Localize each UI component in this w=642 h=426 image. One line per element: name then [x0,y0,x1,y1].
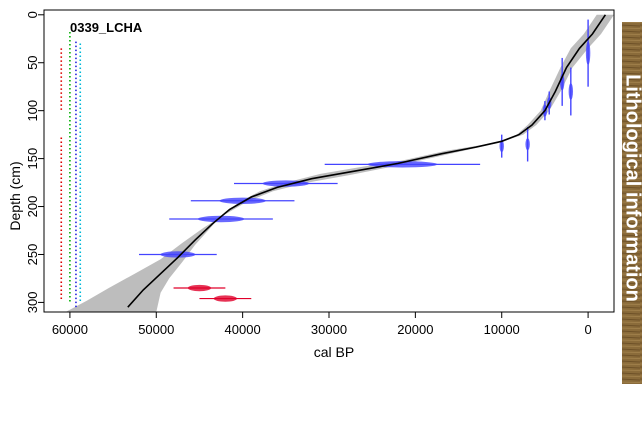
x-tick-label: 40000 [225,322,261,337]
date-probability-shape [568,83,574,100]
plot-title: 0339_LCHA [70,20,143,35]
x-tick-label: 50000 [138,322,174,337]
x-tick-label: 60000 [52,322,88,337]
x-tick-label: 30000 [311,322,347,337]
x-tick-label: 20000 [397,322,433,337]
y-tick-label: 50 [25,55,40,69]
age-range-envelope [65,14,615,313]
lithology-panel-label: Lithological information [622,74,642,302]
x-axis-label: cal BP [314,344,354,360]
date-probability-shape [160,251,196,258]
y-axis-label: Depth (cm) [7,161,23,230]
date-probability-shape [197,215,245,223]
date-probability-shape [213,295,238,302]
plot-frame [43,9,615,313]
x-tick-label: 10000 [484,322,520,337]
y-tick-label: 0 [25,11,40,18]
y-tick-label: 200 [25,196,40,218]
y-tick-label: 100 [25,100,40,122]
date-probability-shape [187,284,212,292]
y-tick-label: 300 [25,292,40,314]
date-probability-shape [499,140,504,153]
y-tick-label: 250 [25,244,40,266]
lithology-panel: Lithological information [622,22,642,384]
y-tick-label: 150 [25,148,40,170]
median-age-line [127,14,607,308]
lithology-panel-texture [622,22,642,384]
x-tick-label: 0 [584,322,591,337]
date-probability-shape [585,41,591,65]
date-probability-shape [525,138,530,151]
date-probability-shape [219,197,266,204]
